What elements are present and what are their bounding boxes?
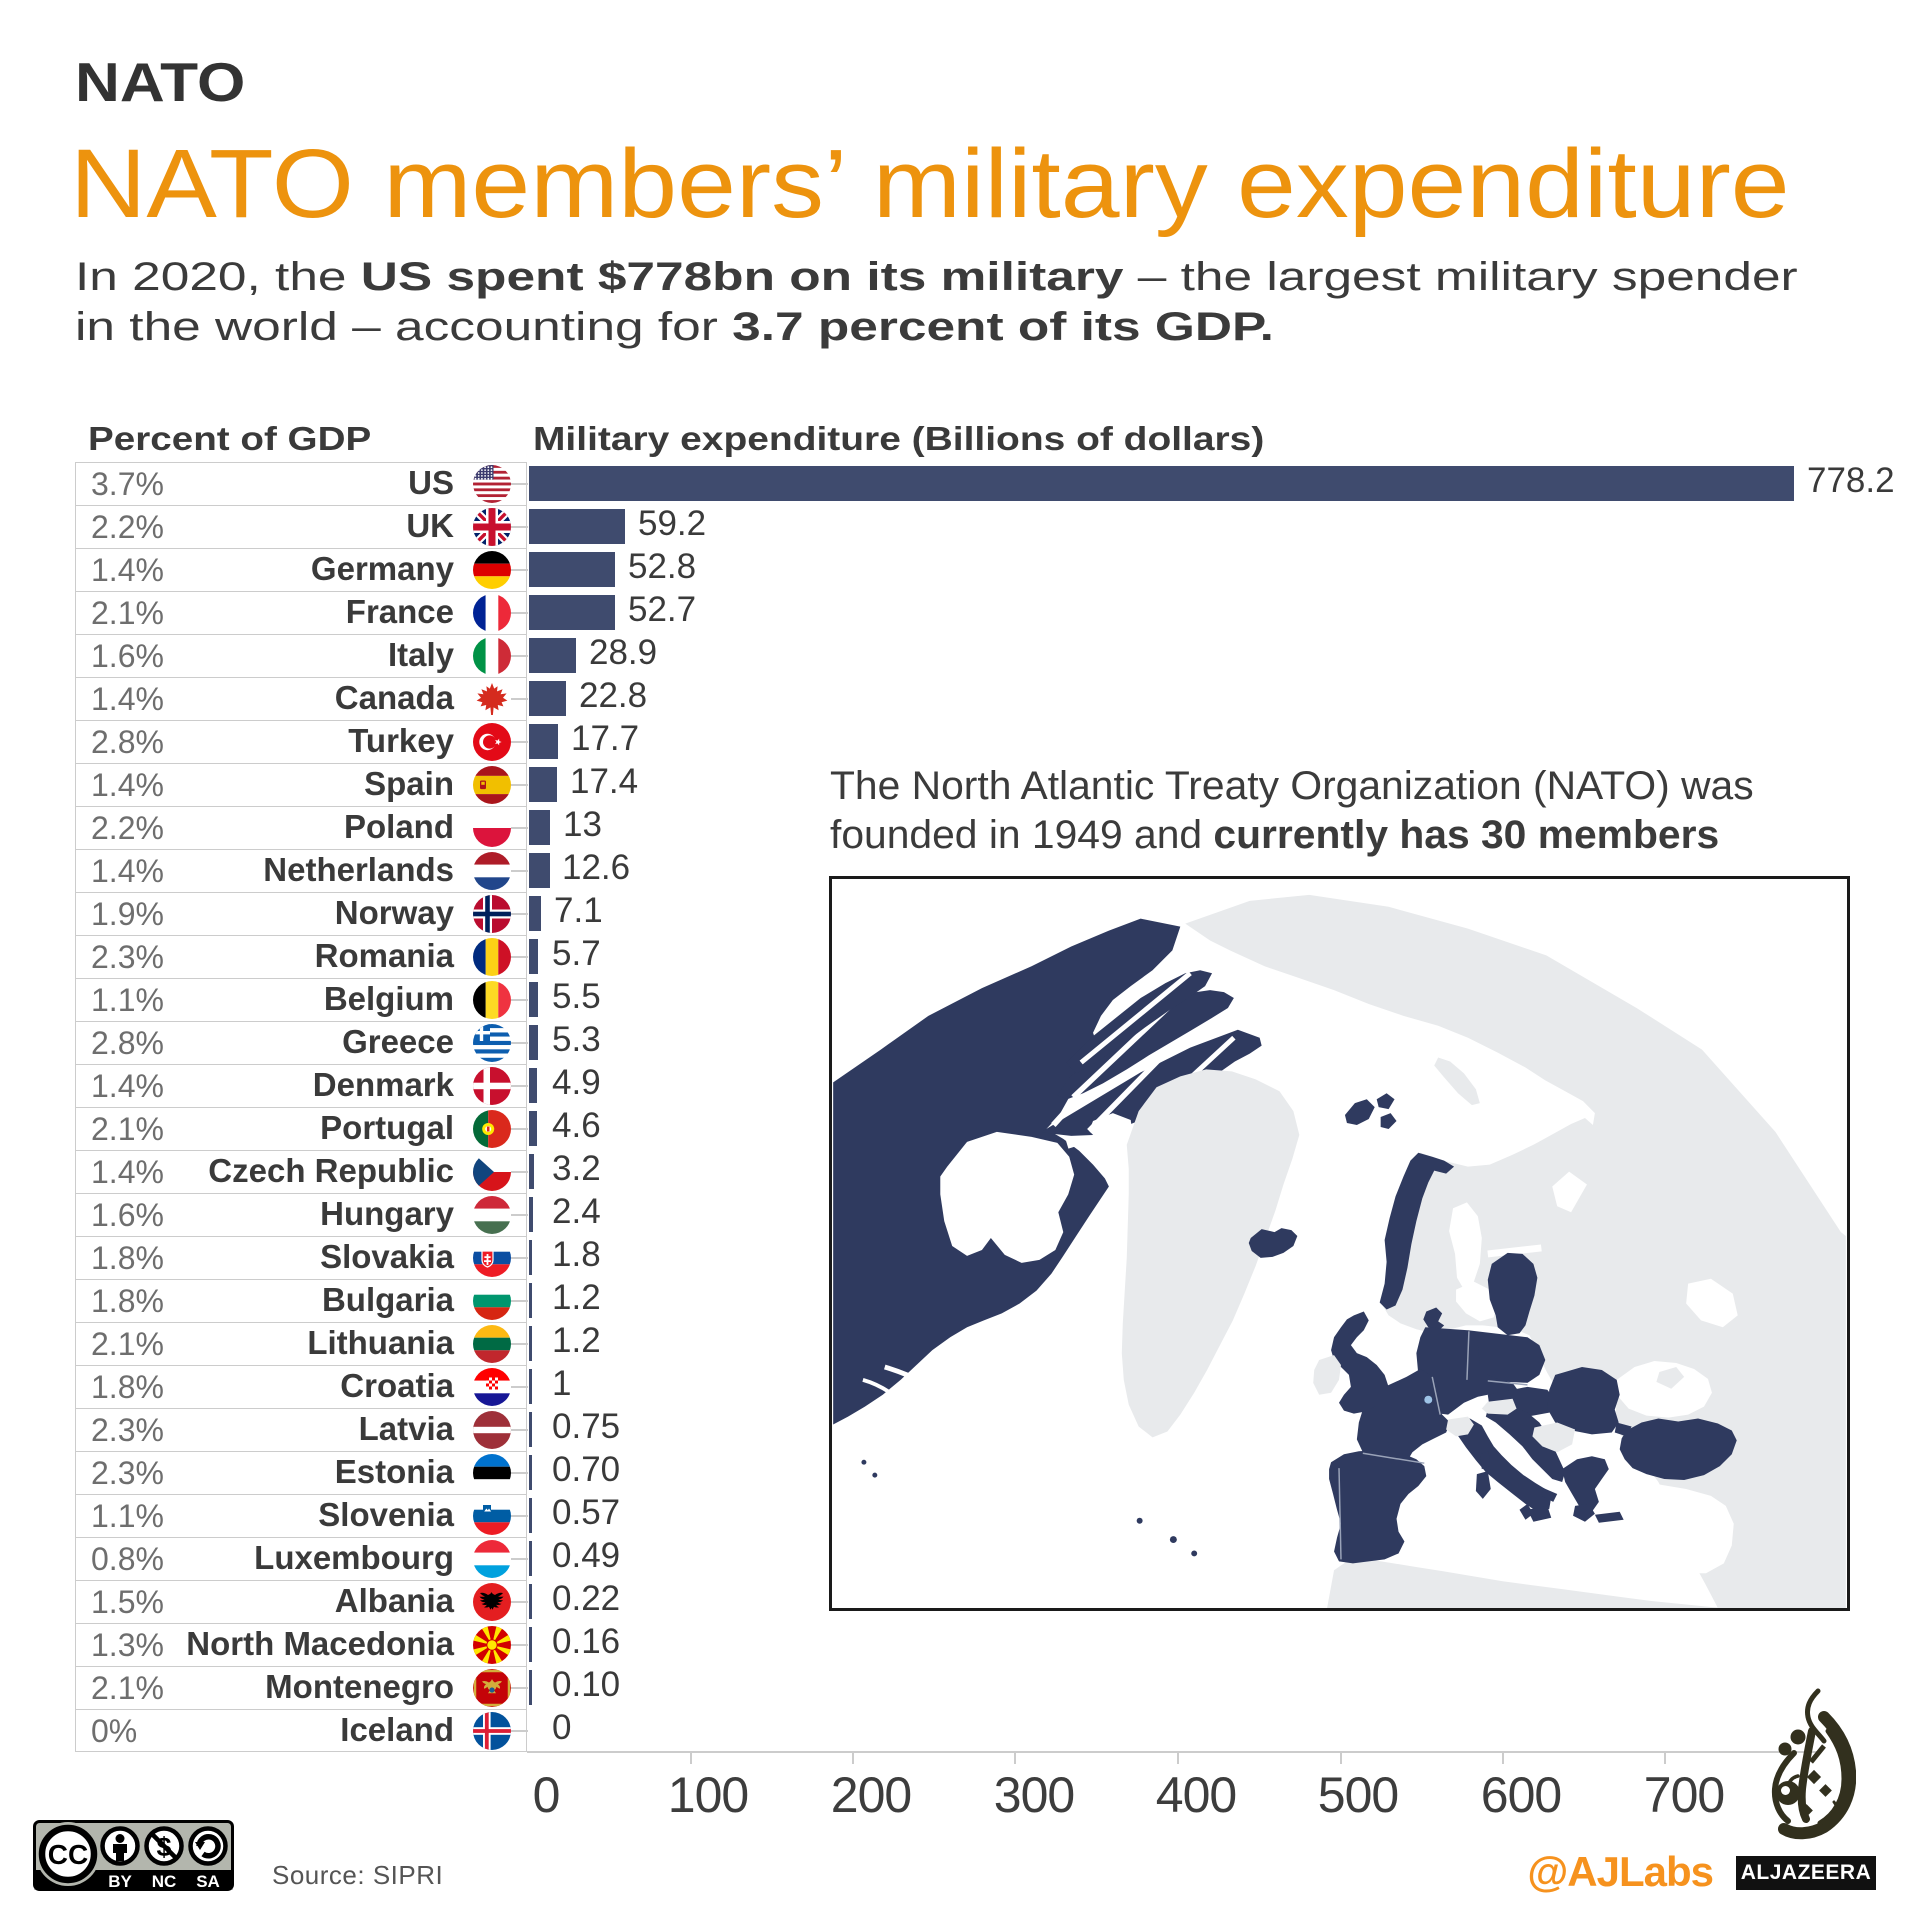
svg-text:SA: SA: [196, 1872, 220, 1891]
svg-text:NC: NC: [152, 1872, 177, 1891]
svg-text:CC: CC: [48, 1839, 88, 1870]
svg-text:BY: BY: [108, 1872, 132, 1891]
